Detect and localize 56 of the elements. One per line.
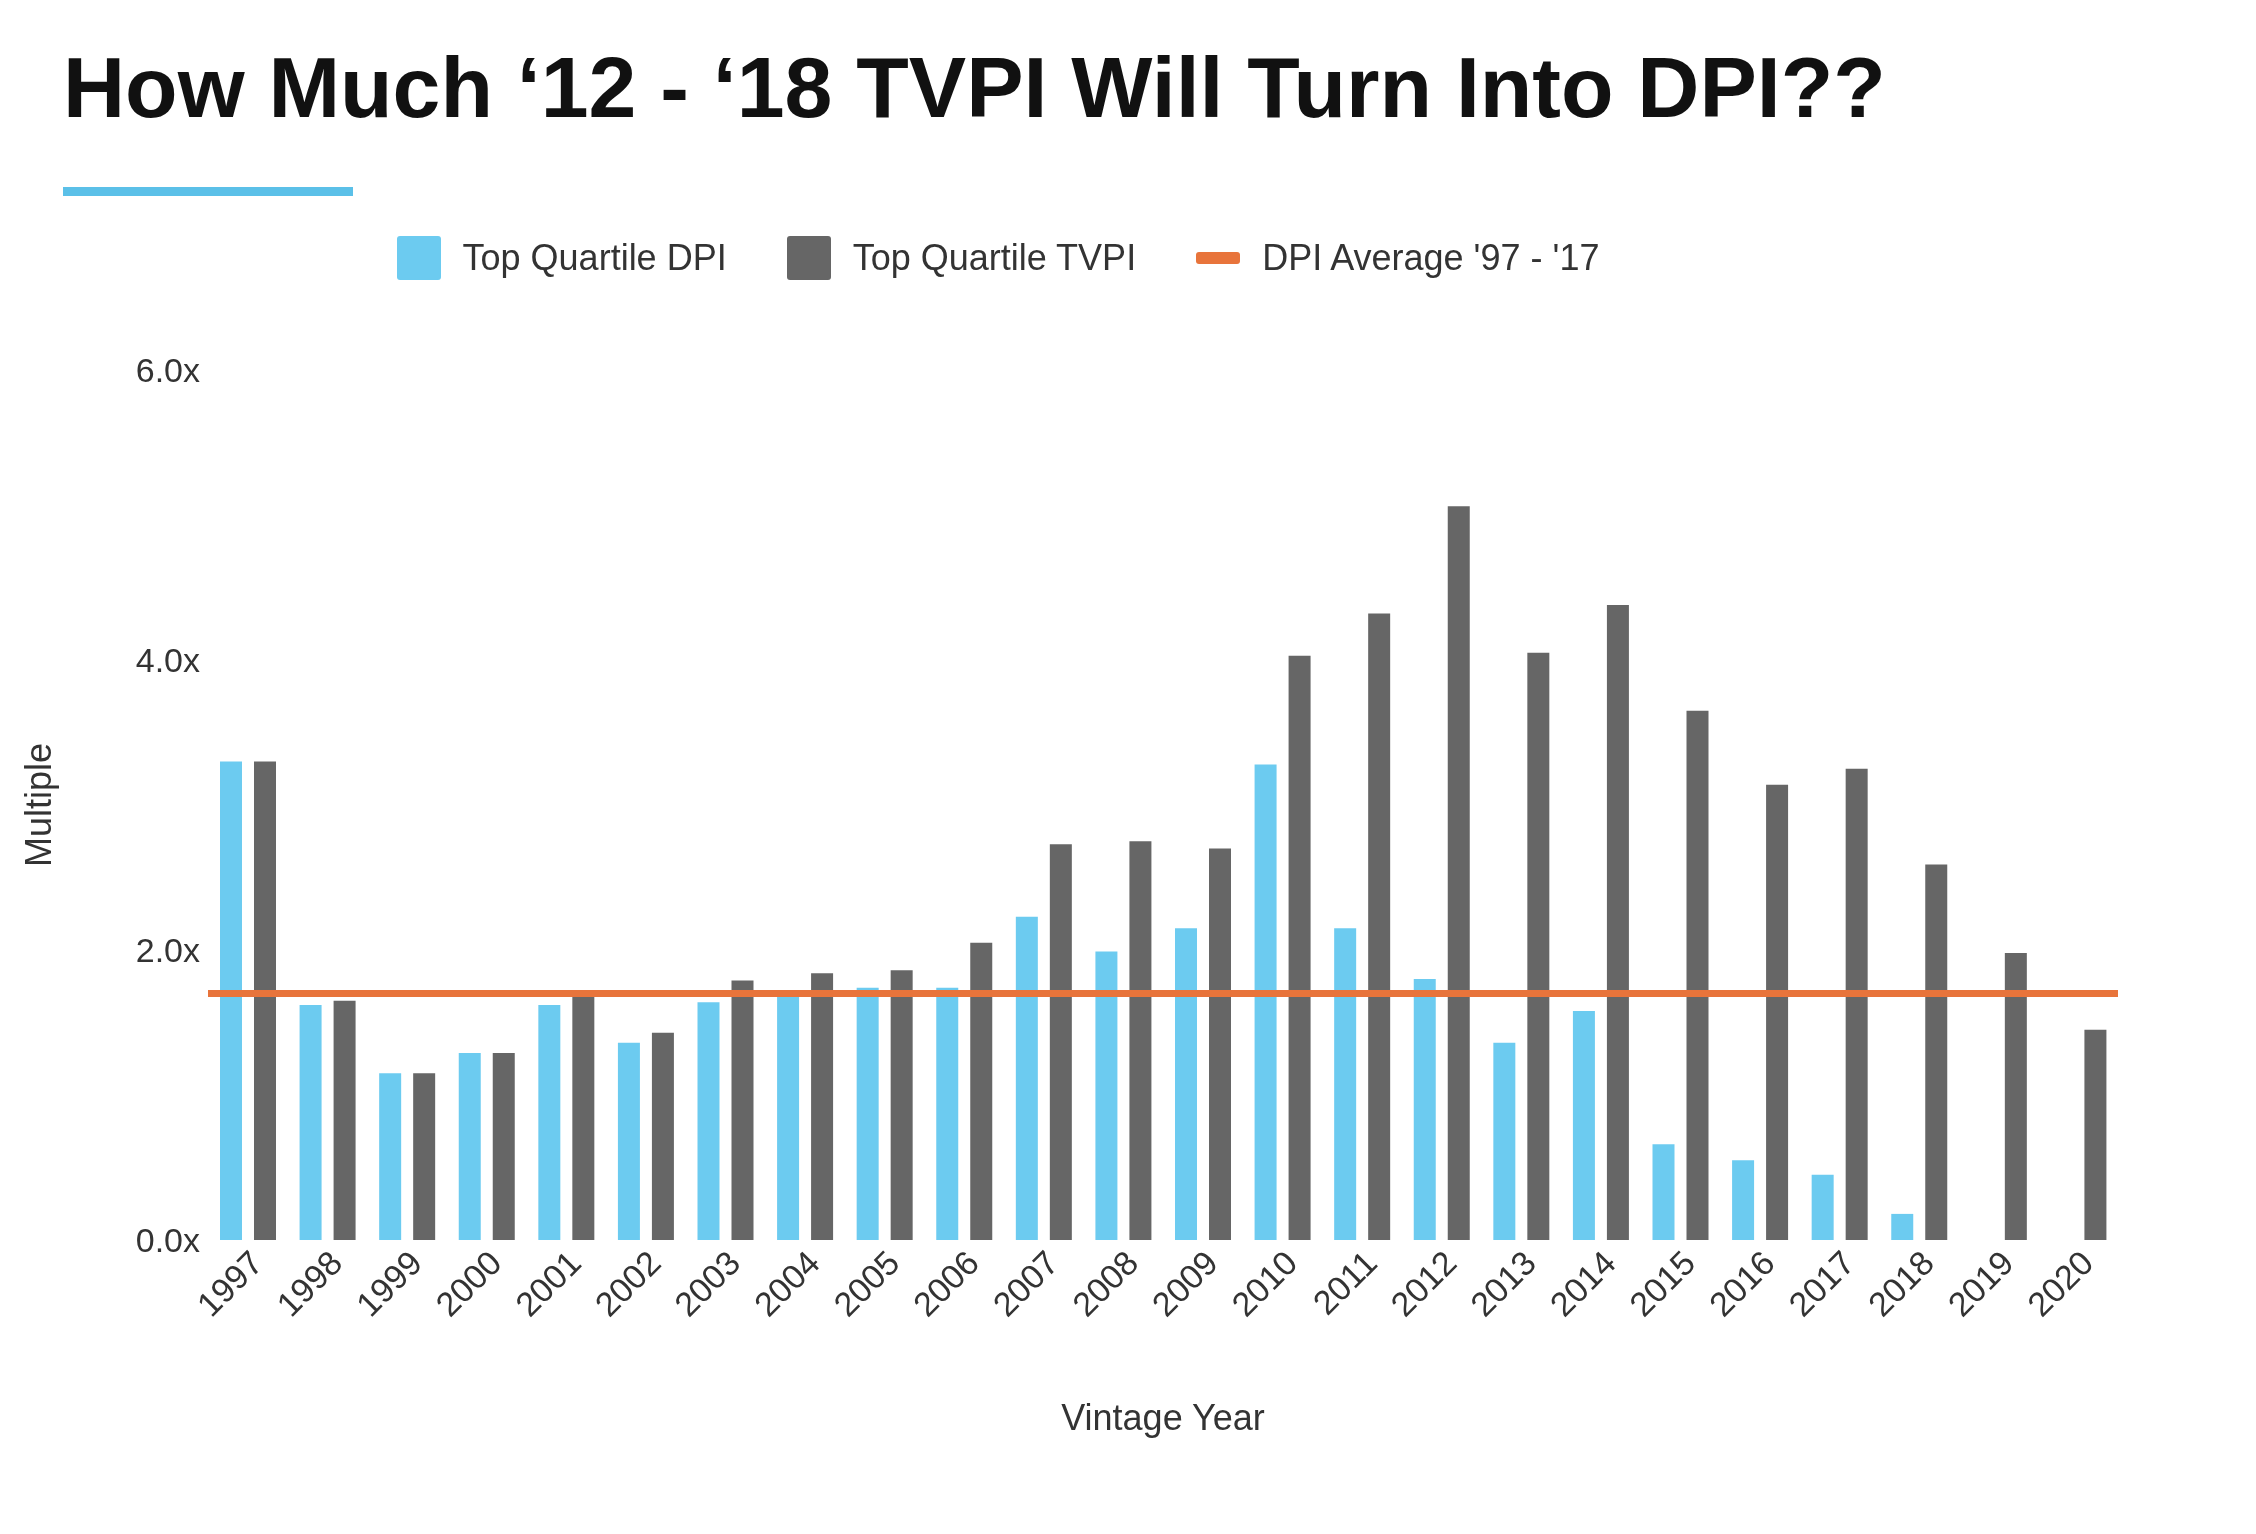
bar [1254, 764, 1277, 1240]
bar [1527, 652, 1550, 1240]
bar [1811, 1174, 1834, 1240]
bar [1129, 841, 1152, 1240]
bar [254, 761, 276, 1240]
bar [777, 996, 800, 1240]
bar [572, 996, 595, 1240]
legend-label: DPI Average '97 - '17 [1262, 237, 1600, 279]
y-tick-label: 0.0x [135, 1221, 200, 1260]
bar [1209, 848, 1231, 1240]
bar [936, 987, 959, 1240]
chart-title: How Much ‘12 - ‘18 TVPI Will Turn Into DPI?? [62, 38, 1887, 137]
bar [1732, 1160, 1755, 1240]
bar [970, 942, 993, 1240]
bar [333, 1000, 356, 1240]
y-tick-label: 2.0x [135, 931, 200, 970]
bar [1334, 928, 1357, 1240]
x-axis-title: Vintage Year [1061, 1397, 1265, 1438]
bar [458, 1052, 481, 1240]
legend-label: Top Quartile TVPI [852, 237, 1137, 279]
bar [1652, 1144, 1675, 1240]
bar [413, 1073, 436, 1240]
bar [1049, 844, 1072, 1240]
bar [538, 1005, 561, 1240]
legend-label: Top Quartile DPI [462, 237, 727, 279]
bar [1288, 655, 1311, 1240]
bar [651, 1032, 674, 1240]
bar [492, 1052, 515, 1240]
bar [811, 973, 834, 1240]
bar [220, 761, 242, 1240]
bar [1925, 864, 1948, 1240]
bar [1606, 604, 1629, 1240]
y-tick-label: 4.0x [135, 641, 200, 680]
bar [856, 987, 879, 1240]
y-axis-title: Multiple [17, 742, 59, 868]
bar [1095, 951, 1118, 1240]
bar [379, 1073, 402, 1240]
bar [1015, 916, 1038, 1240]
bar [731, 980, 754, 1240]
bar [1413, 979, 1436, 1240]
bar [1493, 1042, 1516, 1240]
bar [2004, 952, 2027, 1240]
bar [697, 1002, 720, 1240]
bar [2084, 1029, 2107, 1240]
bar [1766, 784, 1789, 1240]
bar [1447, 506, 1470, 1240]
bar [890, 970, 913, 1240]
bar [1686, 710, 1709, 1240]
bar [1891, 1213, 1914, 1240]
bar [1368, 613, 1391, 1240]
bar [1175, 928, 1197, 1240]
bar [299, 1005, 322, 1240]
bar [617, 1042, 640, 1240]
bar [1572, 1010, 1595, 1240]
y-tick-label: 6.0x [135, 351, 200, 390]
bar [1845, 768, 1868, 1240]
